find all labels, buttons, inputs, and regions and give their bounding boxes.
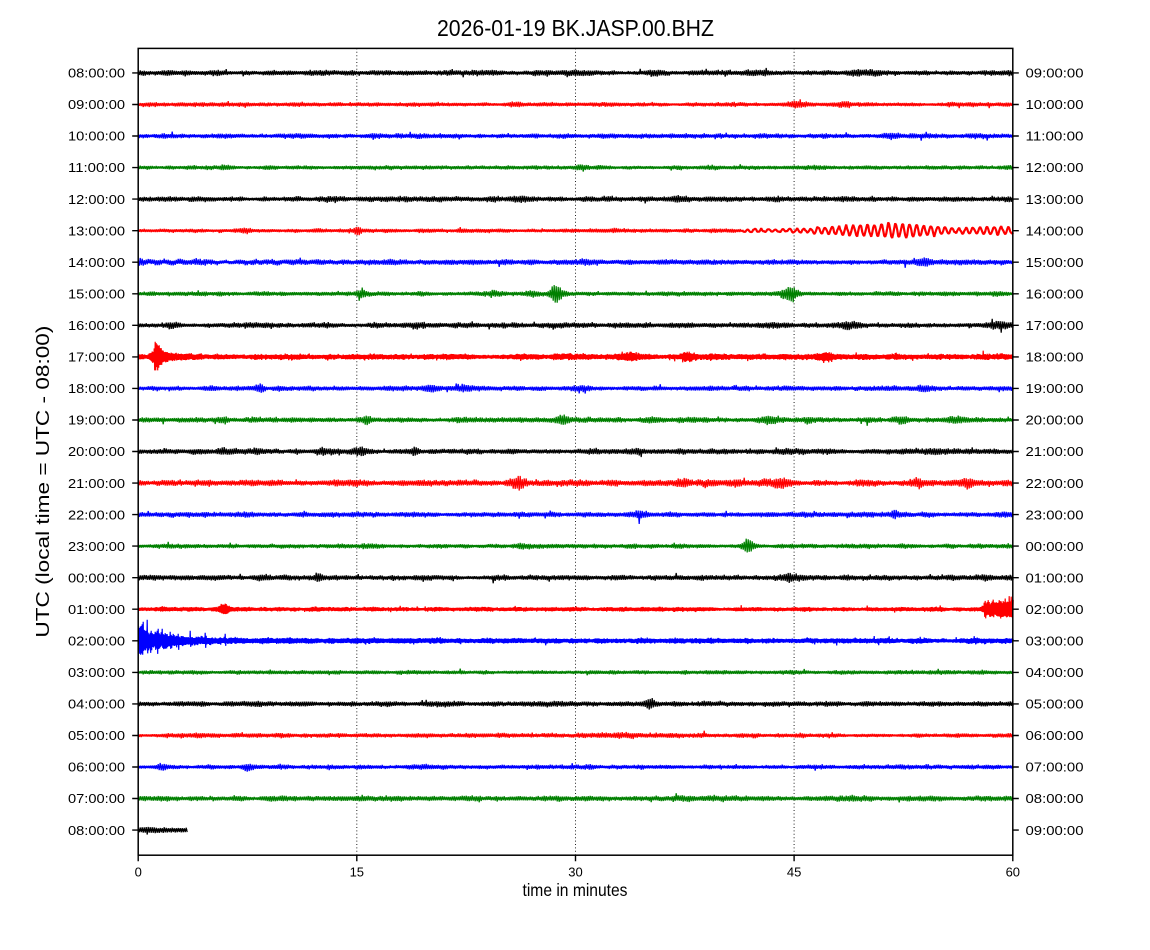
svg-text:19:00:00: 19:00:00: [68, 413, 125, 428]
svg-text:20:00:00: 20:00:00: [1026, 413, 1084, 428]
svg-text:18:00:00: 18:00:00: [1026, 350, 1084, 365]
svg-text:03:00:00: 03:00:00: [1026, 634, 1084, 649]
svg-text:21:00:00: 21:00:00: [68, 476, 125, 491]
svg-text:18:00:00: 18:00:00: [68, 381, 125, 396]
svg-text:60: 60: [1006, 865, 1020, 880]
svg-text:03:00:00: 03:00:00: [68, 665, 125, 680]
svg-text:23:00:00: 23:00:00: [68, 539, 125, 554]
svg-text:09:00:00: 09:00:00: [1026, 66, 1084, 81]
svg-text:15: 15: [350, 865, 364, 880]
svg-text:02:00:00: 02:00:00: [1026, 602, 1084, 617]
svg-text:17:00:00: 17:00:00: [1026, 318, 1084, 333]
svg-text:12:00:00: 12:00:00: [1026, 160, 1084, 175]
svg-text:22:00:00: 22:00:00: [68, 507, 125, 522]
svg-text:17:00:00: 17:00:00: [68, 350, 125, 365]
svg-text:20:00:00: 20:00:00: [68, 444, 125, 459]
svg-text:06:00:00: 06:00:00: [1026, 728, 1084, 743]
svg-text:45: 45: [787, 865, 801, 880]
svg-text:19:00:00: 19:00:00: [1026, 381, 1084, 396]
svg-text:16:00:00: 16:00:00: [68, 318, 125, 333]
svg-text:11:00:00: 11:00:00: [68, 160, 125, 175]
svg-text:04:00:00: 04:00:00: [1026, 665, 1084, 680]
svg-text:UTC (local time = UTC - 08:00): UTC (local time = UTC - 08:00): [32, 326, 53, 638]
svg-text:09:00:00: 09:00:00: [1026, 823, 1084, 838]
svg-text:22:00:00: 22:00:00: [1026, 476, 1084, 491]
svg-text:06:00:00: 06:00:00: [68, 760, 125, 775]
svg-text:01:00:00: 01:00:00: [1026, 570, 1084, 585]
svg-text:10:00:00: 10:00:00: [68, 129, 125, 144]
svg-text:05:00:00: 05:00:00: [68, 728, 125, 743]
svg-text:23:00:00: 23:00:00: [1026, 507, 1084, 522]
svg-text:15:00:00: 15:00:00: [1026, 255, 1084, 270]
svg-text:08:00:00: 08:00:00: [68, 66, 125, 81]
svg-text:08:00:00: 08:00:00: [1026, 791, 1084, 806]
svg-text:30: 30: [568, 865, 582, 880]
svg-text:08:00:00: 08:00:00: [68, 823, 125, 838]
svg-text:07:00:00: 07:00:00: [68, 791, 125, 806]
svg-text:09:00:00: 09:00:00: [68, 97, 125, 112]
svg-text:10:00:00: 10:00:00: [1026, 97, 1084, 112]
svg-text:14:00:00: 14:00:00: [1026, 223, 1084, 238]
svg-text:00:00:00: 00:00:00: [1026, 539, 1084, 554]
svg-text:time in minutes: time in minutes: [523, 880, 628, 900]
svg-text:05:00:00: 05:00:00: [1026, 697, 1084, 712]
svg-text:02:00:00: 02:00:00: [68, 634, 125, 649]
svg-text:12:00:00: 12:00:00: [68, 192, 125, 207]
svg-text:00:00:00: 00:00:00: [68, 570, 125, 585]
svg-text:14:00:00: 14:00:00: [68, 255, 125, 270]
svg-text:21:00:00: 21:00:00: [1026, 444, 1084, 459]
svg-text:11:00:00: 11:00:00: [1026, 129, 1084, 144]
svg-text:0: 0: [135, 865, 142, 880]
svg-text:15:00:00: 15:00:00: [68, 286, 125, 301]
svg-text:01:00:00: 01:00:00: [68, 602, 125, 617]
svg-text:16:00:00: 16:00:00: [1026, 286, 1084, 301]
svg-text:13:00:00: 13:00:00: [68, 223, 125, 238]
svg-text:13:00:00: 13:00:00: [1026, 192, 1084, 207]
svg-text:04:00:00: 04:00:00: [68, 697, 125, 712]
svg-text:07:00:00: 07:00:00: [1026, 760, 1084, 775]
svg-text:2026-01-19 BK.JASP.00.BHZ: 2026-01-19 BK.JASP.00.BHZ: [437, 15, 714, 41]
